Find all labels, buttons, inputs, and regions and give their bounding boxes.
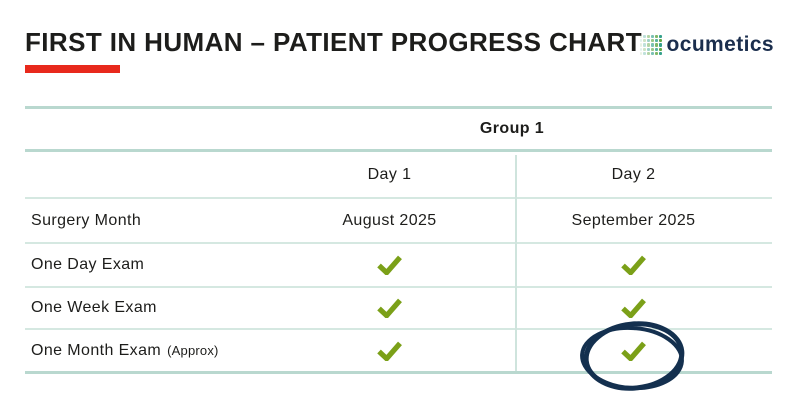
column-header-day1: Day 1 <box>367 165 412 183</box>
ocumetics-logo: ocumetics <box>639 33 774 57</box>
title-accent-bar <box>25 65 120 73</box>
logo-wordmark: ocumetics <box>666 33 774 56</box>
one-month-exam-day1 <box>252 330 515 371</box>
check-icon <box>621 298 646 318</box>
table-row-one-month-exam: One Month Exam (Approx) <box>25 330 772 371</box>
row-label: One Month Exam (Approx) <box>25 330 252 371</box>
page-title: FIRST IN HUMAN – PATIENT PROGRESS CHART <box>25 27 642 57</box>
table-row-column-headers: Day 1 Day 2 <box>25 152 772 199</box>
one-week-exam-day1 <box>252 288 515 328</box>
column-divider <box>515 155 517 371</box>
empty-cell <box>25 109 252 149</box>
row-label-suffix: (Approx) <box>167 343 219 358</box>
check-icon <box>621 341 646 361</box>
column-header-day2: Day 2 <box>611 165 656 183</box>
header: FIRST IN HUMAN – PATIENT PROGRESS CHART <box>25 27 642 73</box>
table-row-surgery-month: Surgery Month August 2025 September 2025 <box>25 199 772 244</box>
row-label-text: One Month Exam <box>31 341 162 359</box>
one-day-exam-day1 <box>252 244 515 286</box>
table-row-one-week-exam: One Week Exam <box>25 288 772 330</box>
group-header: Group 1 <box>479 120 545 137</box>
check-icon <box>377 255 402 275</box>
row-label: One Week Exam <box>31 299 157 316</box>
row-label: Surgery Month <box>31 211 142 229</box>
empty-cell <box>25 152 252 197</box>
surgery-month-day2: September 2025 <box>571 211 696 229</box>
surgery-month-day1: August 2025 <box>342 211 437 229</box>
check-icon <box>377 298 402 318</box>
one-week-exam-day2 <box>515 288 772 328</box>
table-row-group-header: Group 1 <box>25 109 772 152</box>
table-row-one-day-exam: One Day Exam <box>25 244 772 288</box>
one-day-exam-day2 <box>515 244 772 286</box>
check-icon <box>621 255 646 275</box>
check-icon <box>377 341 402 361</box>
progress-table: Group 1 Day 1 Day 2 Surgery Month August… <box>25 106 772 374</box>
row-label: One Day Exam <box>31 256 145 273</box>
logo-dots-icon <box>639 35 662 55</box>
one-month-exam-day2 <box>515 330 772 371</box>
